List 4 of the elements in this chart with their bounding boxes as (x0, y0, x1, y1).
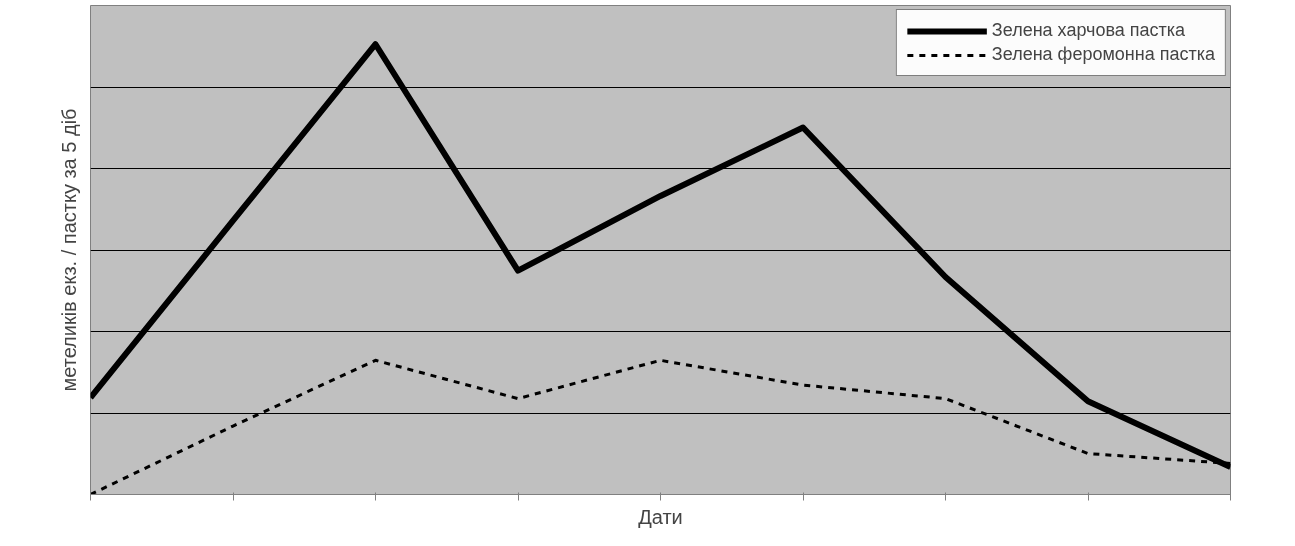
legend-label: Зелена харчова пастка (991, 20, 1186, 41)
x-axis-title: Дати (638, 505, 683, 528)
y-axis-title: метеликів екз. / пастку за 5 діб (57, 108, 80, 392)
legend-label: Зелена феромонна пастка (991, 44, 1215, 65)
